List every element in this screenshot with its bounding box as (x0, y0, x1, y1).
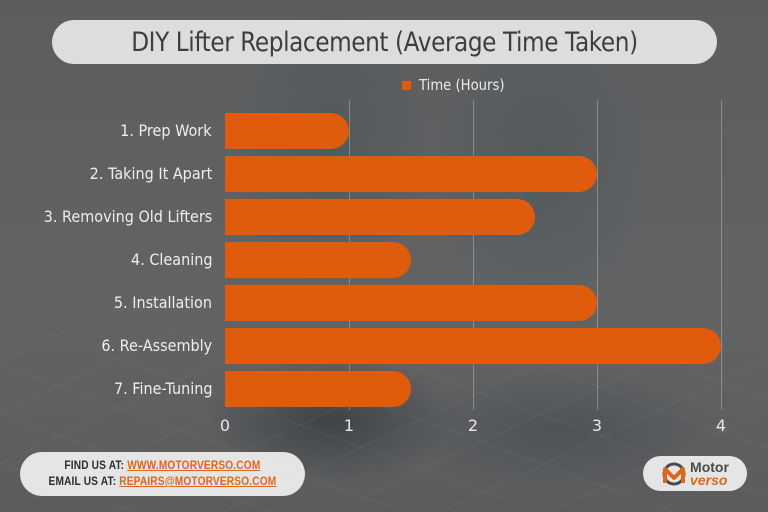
motorverso-logo: Motor verso (643, 456, 747, 491)
x-tick-label: 1 (343, 416, 355, 435)
gridline (473, 100, 474, 410)
category-label: 2. Taking It Apart (89, 164, 212, 183)
bar (225, 328, 721, 364)
legend: Time (Hours) (402, 76, 516, 94)
website-link[interactable]: WWW.MOTORVERSO.COM (127, 460, 261, 472)
square-swatch-icon (402, 80, 411, 90)
bar (225, 242, 411, 278)
legend-label: Time (Hours) (419, 76, 505, 94)
logo-text-motor: Motor (690, 458, 729, 475)
bar (225, 113, 349, 149)
chart-title-banner: DIY Lifter Replacement (Average Time Tak… (52, 20, 717, 64)
motorverso-mark-icon (662, 462, 686, 485)
category-label: 5. Installation (113, 293, 212, 312)
bar (225, 371, 411, 407)
category-label: 7. Fine-Tuning (113, 379, 212, 398)
logo-text-verso: verso (690, 471, 728, 488)
bar (225, 156, 597, 192)
email-us-label: EMAIL US AT: (48, 476, 120, 488)
find-us-row: FIND US AT: WWW.MOTORVERSO.COM (64, 458, 260, 474)
category-label: 4. Cleaning (130, 250, 212, 269)
x-tick-label: 4 (715, 416, 727, 435)
gridline (721, 100, 722, 410)
category-label: 1. Prep Work (120, 121, 212, 140)
chart-title: DIY Lifter Replacement (Average Time Tak… (131, 26, 638, 58)
email-us-row: EMAIL US AT: REPAIRS@MOTORVERSO.COM (49, 474, 277, 490)
category-label: 6. Re-Assembly (101, 336, 212, 355)
find-us-label: FIND US AT: (64, 460, 128, 472)
x-tick-label: 0 (219, 416, 231, 435)
email-link[interactable]: REPAIRS@MOTORVERSO.COM (119, 476, 277, 488)
x-tick-label: 3 (591, 416, 603, 435)
bar (225, 199, 535, 235)
category-label: 3. Removing Old Lifters (43, 207, 212, 226)
x-tick-label: 2 (467, 416, 479, 435)
bar (225, 285, 597, 321)
contact-banner: FIND US AT: WWW.MOTORVERSO.COM EMAIL US … (20, 452, 305, 496)
gridline (597, 100, 598, 410)
